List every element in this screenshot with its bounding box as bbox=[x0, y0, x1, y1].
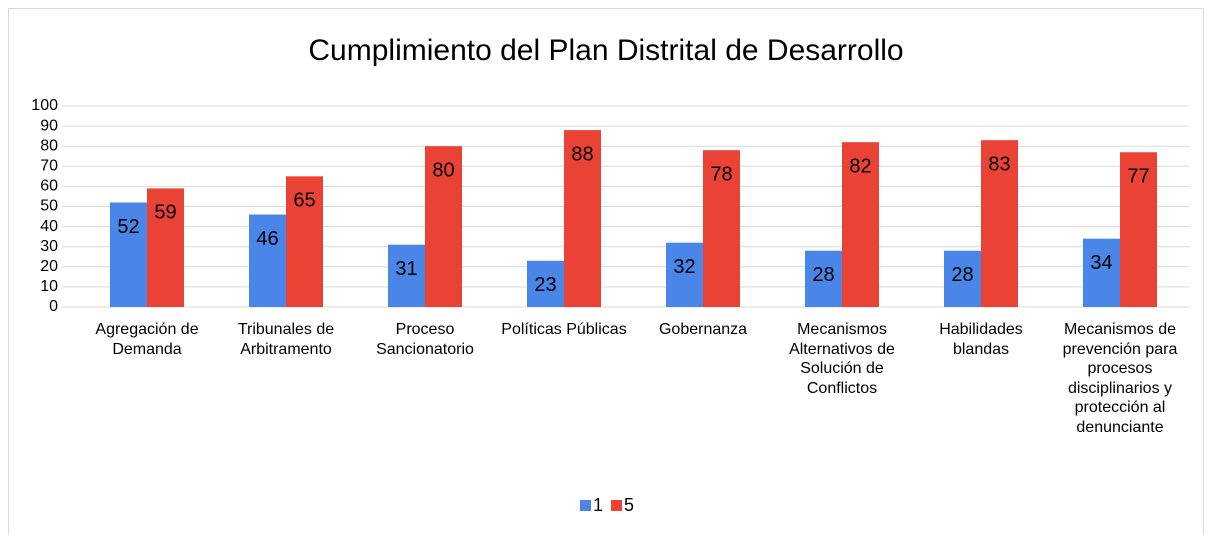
x-tick-label: Tribunales de Arbitramento bbox=[237, 321, 335, 358]
y-tick-label: 50 bbox=[40, 198, 58, 215]
y-tick-label: 60 bbox=[40, 178, 58, 195]
legend-label: 5 bbox=[624, 495, 634, 515]
bar bbox=[981, 140, 1018, 307]
chart-title: Cumplimiento del Plan Distrital de Desar… bbox=[308, 34, 903, 67]
data-label: 32 bbox=[673, 256, 695, 278]
bar bbox=[249, 214, 286, 307]
y-tick-label: 100 bbox=[31, 97, 58, 114]
x-tick-label: Agregación de Demanda bbox=[95, 321, 199, 358]
bar bbox=[425, 146, 462, 307]
data-label: 31 bbox=[395, 258, 417, 280]
y-tick-label: 0 bbox=[49, 298, 58, 315]
chart-border bbox=[8, 8, 1204, 535]
data-label: 28 bbox=[951, 264, 973, 286]
bar bbox=[110, 202, 147, 307]
data-label: 82 bbox=[849, 155, 871, 177]
bar bbox=[703, 150, 740, 307]
data-label: 65 bbox=[293, 190, 315, 212]
data-label: 46 bbox=[256, 228, 278, 250]
data-label: 83 bbox=[988, 153, 1010, 175]
data-label: 28 bbox=[812, 264, 834, 286]
bar bbox=[1083, 238, 1120, 307]
bar bbox=[842, 142, 879, 307]
y-tick-label: 20 bbox=[40, 258, 58, 275]
bar bbox=[944, 250, 981, 307]
data-label: 77 bbox=[1127, 166, 1149, 188]
data-label: 80 bbox=[432, 159, 454, 181]
bar bbox=[666, 242, 703, 307]
data-label: 34 bbox=[1090, 252, 1112, 274]
x-tick-label: Mecanismos Alternativos de Solución de C… bbox=[789, 321, 895, 397]
data-label: 59 bbox=[154, 202, 176, 224]
bar bbox=[388, 244, 425, 307]
bar bbox=[1120, 152, 1157, 307]
legend-swatch bbox=[611, 500, 623, 511]
bar bbox=[527, 260, 564, 307]
x-tick-label: Mecanismos de prevención para procesos d… bbox=[1062, 321, 1178, 436]
x-tick-label: Gobernanza bbox=[658, 321, 748, 338]
data-label: 88 bbox=[571, 143, 593, 165]
legend-label: 1 bbox=[593, 495, 603, 515]
data-label: 78 bbox=[710, 164, 732, 186]
legend-swatch bbox=[580, 500, 591, 511]
bar bbox=[286, 176, 323, 307]
y-tick-label: 90 bbox=[40, 117, 58, 134]
x-tick-label: Políticas Públicas bbox=[501, 321, 627, 338]
y-tick-label: 70 bbox=[40, 158, 58, 175]
bar bbox=[147, 188, 184, 307]
x-tick-label: Habilidades blandas bbox=[939, 321, 1023, 358]
data-label: 52 bbox=[117, 216, 139, 238]
bar bbox=[564, 130, 601, 307]
x-tick-label: Proceso Sancionatorio bbox=[376, 321, 474, 358]
data-label: 23 bbox=[534, 274, 556, 296]
bar bbox=[805, 250, 842, 307]
y-tick-label: 30 bbox=[40, 238, 58, 255]
y-tick-label: 40 bbox=[40, 218, 58, 235]
y-tick-label: 10 bbox=[40, 278, 58, 295]
y-tick-label: 80 bbox=[40, 137, 58, 154]
